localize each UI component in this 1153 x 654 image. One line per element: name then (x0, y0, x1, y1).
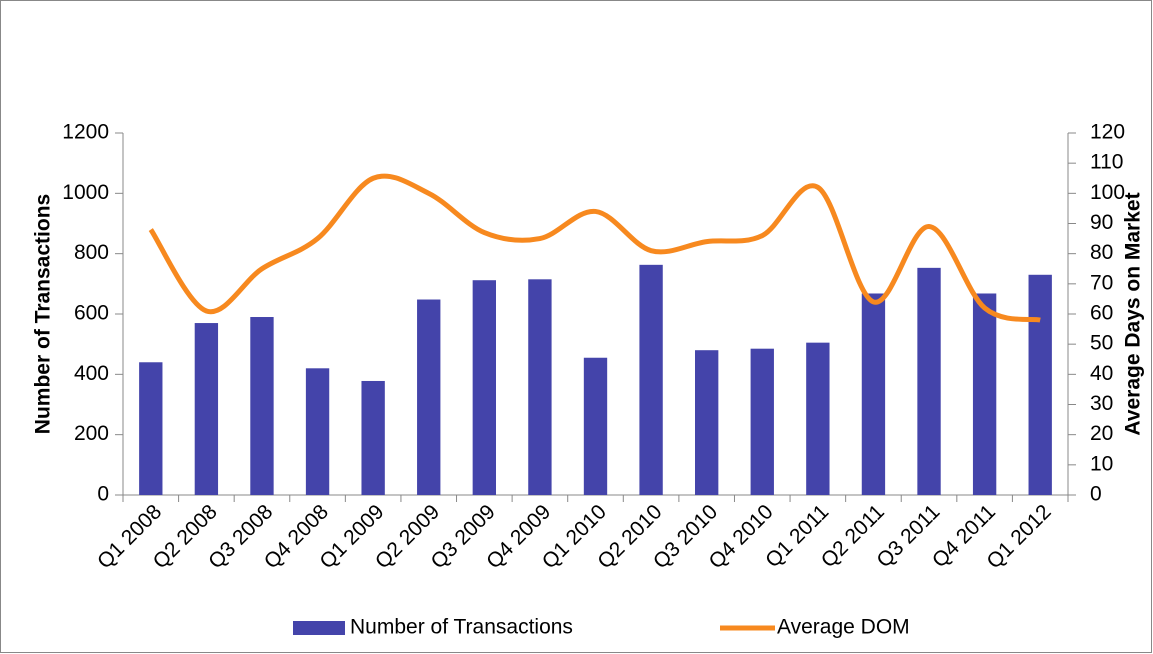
y-tick-label: 200 (74, 422, 109, 445)
bar (194, 323, 219, 495)
bar (417, 299, 441, 495)
bar (139, 362, 163, 495)
y2-axis-title: Average Days on Market (1122, 192, 1145, 435)
bar (1028, 274, 1052, 495)
bar (361, 380, 385, 495)
y-tick-label: 1200 (62, 121, 109, 144)
y2-tick-label: 120 (1090, 121, 1125, 144)
bar (806, 342, 830, 495)
y-tick-label: 1000 (62, 181, 109, 204)
legend-swatch (293, 621, 345, 635)
bar (861, 293, 886, 495)
y2-tick-label: 110 (1090, 151, 1123, 174)
bar (972, 293, 997, 495)
y2-tick-label: 50 (1090, 332, 1113, 355)
y2-tick-label: 80 (1090, 241, 1113, 264)
y2-tick-label: 30 (1090, 392, 1113, 415)
bar (250, 317, 274, 495)
bar (305, 368, 330, 495)
legend-label: Average DOM (777, 616, 910, 639)
y2-tick-label: 0 (1090, 483, 1102, 506)
bar (472, 280, 496, 495)
y-tick-label: 400 (74, 362, 109, 385)
y-tick-label: 600 (74, 302, 109, 325)
y2-tick-label: 10 (1090, 452, 1113, 475)
y-tick-label: 0 (97, 483, 109, 506)
legend-label: Number of Transactions (350, 616, 573, 639)
bar (750, 348, 774, 495)
y2-tick-label: 70 (1090, 271, 1113, 294)
line (148, 173, 1041, 323)
bar (583, 357, 608, 495)
bar (639, 264, 663, 495)
bar (917, 267, 941, 495)
y2-tick-label: 90 (1090, 211, 1113, 234)
y2-tick-label: 100 (1090, 181, 1125, 204)
y2-tick-label: 40 (1090, 362, 1113, 385)
y2-tick-label: 60 (1090, 302, 1113, 325)
y-tick-label: 800 (74, 241, 109, 264)
bar (695, 350, 719, 495)
y2-tick-label: 20 (1090, 422, 1113, 445)
bar (528, 279, 552, 495)
y-axis-title: Number of Transactions (32, 194, 55, 434)
